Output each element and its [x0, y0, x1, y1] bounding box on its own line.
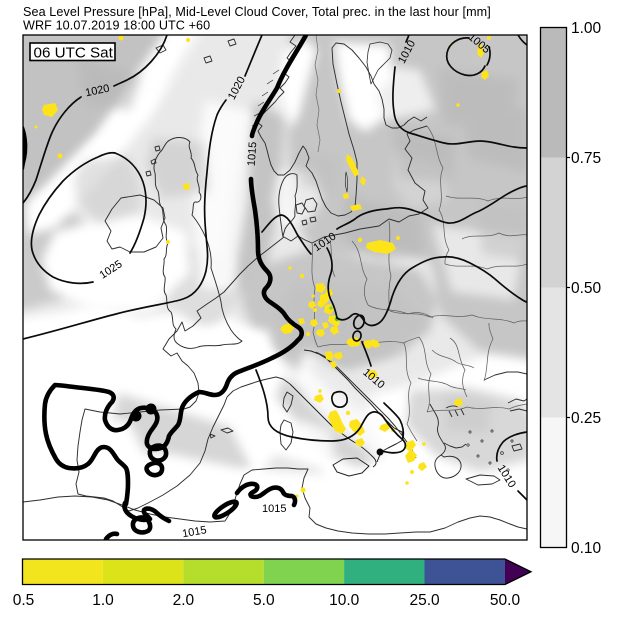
svg-text:2.0: 2.0 [173, 592, 195, 609]
svg-text:0.50: 0.50 [571, 280, 602, 297]
svg-text:0.5: 0.5 [13, 592, 35, 609]
svg-text:0.25: 0.25 [571, 410, 601, 427]
svg-text:1015: 1015 [262, 503, 286, 515]
svg-text:1015: 1015 [181, 524, 207, 540]
svg-text:WRF 10.07.2019 18:00 UTC +60: WRF 10.07.2019 18:00 UTC +60 [23, 19, 210, 33]
svg-text:25.0: 25.0 [410, 592, 441, 609]
svg-text:06 UTC Sat: 06 UTC Sat [34, 45, 114, 62]
svg-text:1.00: 1.00 [571, 20, 602, 37]
svg-text:10.0: 10.0 [329, 592, 360, 609]
svg-text:0.75: 0.75 [571, 150, 601, 167]
svg-text:50.0: 50.0 [490, 592, 521, 609]
svg-text:1020: 1020 [84, 83, 110, 100]
svg-text:1015: 1015 [246, 141, 260, 166]
svg-text:5.0: 5.0 [253, 592, 275, 609]
svg-text:Sea Level Pressure [hPa], Mid-: Sea Level Pressure [hPa], Mid-Level Clou… [23, 5, 491, 19]
svg-text:0.10: 0.10 [571, 540, 602, 557]
svg-text:1.0: 1.0 [92, 592, 114, 609]
